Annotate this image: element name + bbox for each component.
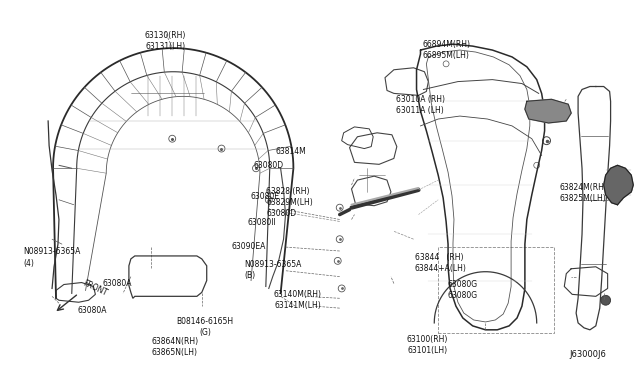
Text: 63080E: 63080E	[251, 192, 280, 202]
Circle shape	[601, 295, 611, 305]
Text: J63000J6: J63000J6	[569, 350, 606, 359]
Text: N08913-6365A
(B): N08913-6365A (B)	[244, 260, 301, 280]
Text: 63130(RH)
63131(LH): 63130(RH) 63131(LH)	[145, 31, 186, 51]
Text: 63824M(RH)
63825M(LH): 63824M(RH) 63825M(LH)	[559, 183, 607, 203]
Text: 63080D: 63080D	[254, 161, 284, 170]
Text: 63010A (RH)
63011A (LH): 63010A (RH) 63011A (LH)	[396, 95, 445, 115]
Text: N08913-6365A
(4): N08913-6365A (4)	[24, 247, 81, 267]
Text: 63140M(RH)
63141M(LH): 63140M(RH) 63141M(LH)	[274, 289, 322, 310]
Text: 63080II: 63080II	[248, 218, 276, 227]
Text: FRONT: FRONT	[82, 279, 109, 298]
Text: 63864N(RH)
63865N(LH): 63864N(RH) 63865N(LH)	[152, 337, 198, 357]
Text: 66894M(RH)
66895M(LH): 66894M(RH) 66895M(LH)	[422, 41, 470, 61]
Text: 63090EA: 63090EA	[232, 242, 266, 251]
Text: B08146-6165H
(G): B08146-6165H (G)	[177, 317, 234, 337]
Text: 63080A: 63080A	[77, 306, 107, 315]
Polygon shape	[525, 99, 571, 123]
Text: 63828 (RH)
63829M(LH)
63080D: 63828 (RH) 63829M(LH) 63080D	[266, 187, 313, 218]
Text: 63844   (RH)
63844+A(LH): 63844 (RH) 63844+A(LH)	[415, 253, 467, 273]
Text: 63814M: 63814M	[276, 147, 307, 156]
Polygon shape	[604, 165, 633, 205]
Text: 63100(RH)
63101(LH): 63100(RH) 63101(LH)	[406, 335, 448, 356]
Bar	[438, 247, 554, 333]
Text: 63080G
63080G: 63080G 63080G	[448, 280, 478, 301]
Text: 63080A: 63080A	[102, 279, 132, 288]
